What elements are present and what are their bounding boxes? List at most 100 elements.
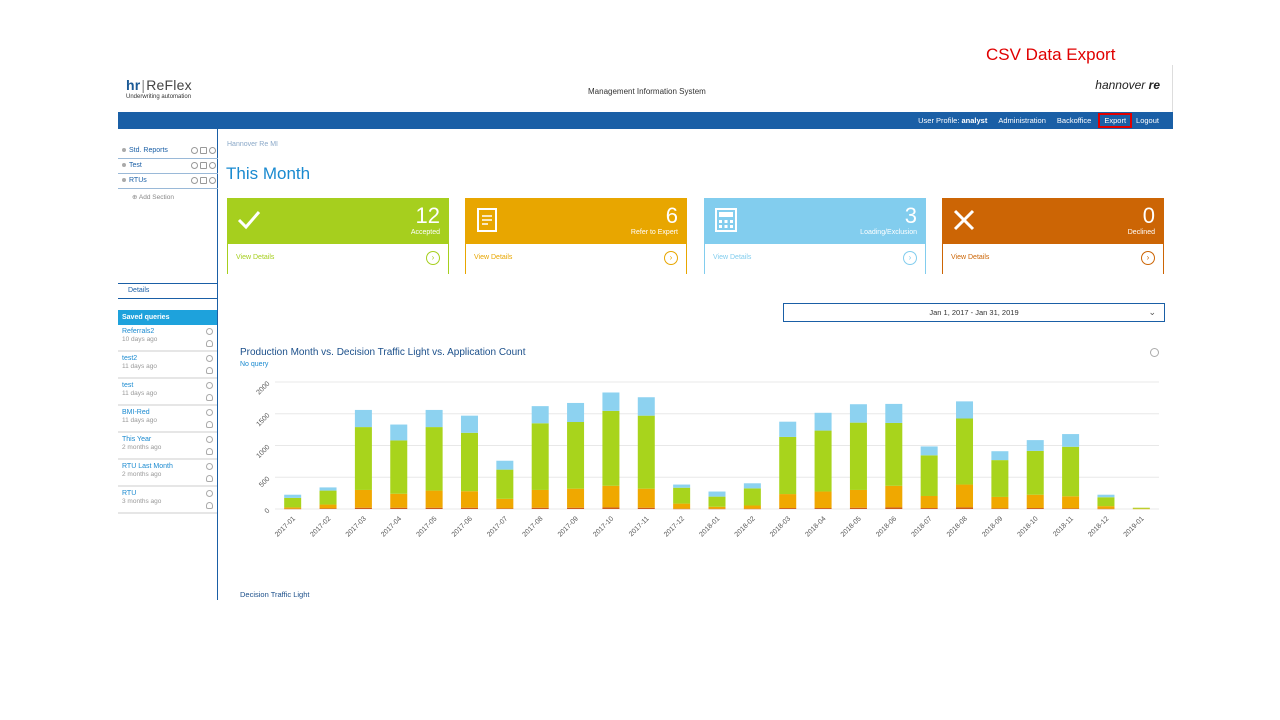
gear-icon[interactable] bbox=[209, 162, 216, 169]
bar-segment bbox=[390, 507, 408, 509]
bar-segment bbox=[531, 423, 549, 490]
bar-segment bbox=[920, 455, 938, 496]
view-details-link[interactable]: View Details bbox=[236, 254, 275, 261]
calculator-icon bbox=[715, 208, 737, 232]
user-icon[interactable] bbox=[206, 448, 213, 455]
saved-query-item[interactable]: This Year 2 months ago bbox=[118, 433, 217, 460]
user-icon[interactable] bbox=[206, 367, 213, 374]
bar-segment bbox=[708, 496, 726, 507]
print-icon[interactable] bbox=[200, 177, 207, 184]
chart-title: Production Month vs. Decision Traffic Li… bbox=[240, 347, 526, 358]
annotation-label: CSV Data Export bbox=[986, 45, 1116, 64]
user-icon[interactable] bbox=[191, 177, 198, 184]
bar-segment bbox=[496, 508, 514, 509]
gear-icon[interactable] bbox=[206, 436, 213, 443]
gear-icon[interactable] bbox=[206, 328, 213, 335]
bar-segment bbox=[849, 422, 867, 490]
bar-segment bbox=[354, 409, 372, 428]
users-icon[interactable] bbox=[206, 502, 213, 509]
bar-segment bbox=[637, 507, 655, 509]
bar-segment bbox=[885, 507, 903, 509]
bar-segment bbox=[460, 415, 478, 433]
bar-segment bbox=[284, 508, 302, 510]
user-icon[interactable] bbox=[206, 394, 213, 401]
bar-segment bbox=[1026, 494, 1044, 509]
bar-segment bbox=[1026, 508, 1044, 509]
user-icon[interactable] bbox=[191, 162, 198, 169]
x-tick-label: 2017-01 bbox=[274, 515, 297, 538]
x-tick-label: 2017-02 bbox=[309, 515, 332, 538]
bar-segment bbox=[708, 506, 726, 509]
bar-segment bbox=[673, 487, 691, 504]
nav-export[interactable]: Export bbox=[1098, 113, 1133, 128]
bar-segment bbox=[1026, 450, 1044, 495]
x-tick-label: 2018-08 bbox=[946, 515, 969, 538]
gear-icon[interactable] bbox=[209, 177, 216, 184]
nav-administration[interactable]: Administration bbox=[998, 116, 1046, 125]
bar-segment bbox=[743, 488, 761, 506]
chart-settings-gear-icon[interactable] bbox=[1150, 348, 1159, 357]
user-icon[interactable] bbox=[206, 340, 213, 347]
saved-query-item[interactable]: BMI-Red 11 days ago bbox=[118, 406, 217, 433]
gear-icon[interactable] bbox=[206, 355, 213, 362]
chevron-right-icon[interactable]: › bbox=[664, 251, 678, 265]
x-tick-label: 2018-01 bbox=[698, 515, 721, 538]
details-link[interactable]: Details bbox=[118, 283, 218, 299]
bar-segment bbox=[319, 490, 337, 505]
user-icon[interactable] bbox=[206, 475, 213, 482]
gear-icon[interactable] bbox=[209, 147, 216, 154]
gear-icon[interactable] bbox=[206, 490, 213, 497]
user-icon[interactable] bbox=[191, 147, 198, 154]
kpi-card-loading: 3 Loading/Exclusion View Details › bbox=[704, 198, 926, 274]
chevron-right-icon[interactable]: › bbox=[1141, 251, 1155, 265]
nav-logout[interactable]: Logout bbox=[1136, 116, 1159, 125]
x-tick-label: 2017-03 bbox=[345, 515, 368, 538]
section-test[interactable]: Test bbox=[118, 159, 218, 174]
bar-segment bbox=[637, 488, 655, 508]
bar-segment bbox=[956, 484, 974, 508]
saved-query-item[interactable]: Referrals2 10 days ago bbox=[118, 325, 217, 352]
stacked-bar-chart: 0 500 1000 1500 2000 2017-01 2017-02 2017-03 201… bbox=[255, 380, 1159, 539]
bar-segment bbox=[460, 491, 478, 508]
view-details-link[interactable]: View Details bbox=[713, 254, 752, 261]
section-std-reports[interactable]: Std. Reports bbox=[118, 144, 218, 159]
bar-segment bbox=[743, 508, 761, 510]
bar-segment bbox=[567, 488, 585, 508]
section-rtus[interactable]: RTUs bbox=[118, 174, 218, 189]
bar-segment bbox=[920, 446, 938, 456]
saved-query-item[interactable]: RTU 3 months ago bbox=[118, 487, 217, 514]
bar-segment bbox=[1097, 508, 1115, 510]
chevron-right-icon[interactable]: › bbox=[426, 251, 440, 265]
gear-icon[interactable] bbox=[206, 463, 213, 470]
user-icon[interactable] bbox=[206, 421, 213, 428]
view-details-link[interactable]: View Details bbox=[474, 254, 513, 261]
user-profile[interactable]: User Profile: analyst bbox=[918, 116, 988, 125]
bar-segment bbox=[602, 485, 620, 508]
nav-backoffice[interactable]: Backoffice bbox=[1056, 116, 1092, 125]
gear-icon[interactable] bbox=[206, 409, 213, 416]
saved-query-item[interactable]: test2 11 days ago bbox=[118, 352, 217, 379]
bar-segment bbox=[637, 415, 655, 489]
x-tick-label: 2017-06 bbox=[451, 515, 474, 538]
bar-segment bbox=[496, 498, 514, 509]
bar-segment bbox=[991, 496, 1009, 509]
bar-segment bbox=[779, 421, 797, 437]
x-tick-label: 2018-05 bbox=[840, 515, 863, 538]
view-details-link[interactable]: View Details bbox=[951, 254, 990, 261]
bar-segment bbox=[1097, 497, 1115, 507]
saved-query-item[interactable]: test 11 days ago bbox=[118, 379, 217, 406]
add-section-button[interactable]: ⊕ Add Section bbox=[132, 194, 174, 201]
bar-segment bbox=[354, 427, 372, 490]
date-range-select[interactable]: Jan 1, 2017 - Jan 31, 2019 ⌄ bbox=[783, 303, 1165, 322]
chart-subtitle[interactable]: No query bbox=[240, 361, 269, 368]
chevron-right-icon[interactable]: › bbox=[903, 251, 917, 265]
bar-segment bbox=[673, 484, 691, 488]
print-icon[interactable] bbox=[200, 162, 207, 169]
bar-segment bbox=[390, 424, 408, 441]
saved-query-item[interactable]: RTU Last Month 2 months ago bbox=[118, 460, 217, 487]
bar-segment bbox=[1062, 446, 1080, 497]
bar-segment bbox=[1132, 507, 1150, 509]
bar-segment bbox=[319, 504, 337, 509]
gear-icon[interactable] bbox=[206, 382, 213, 389]
print-icon[interactable] bbox=[200, 147, 207, 154]
